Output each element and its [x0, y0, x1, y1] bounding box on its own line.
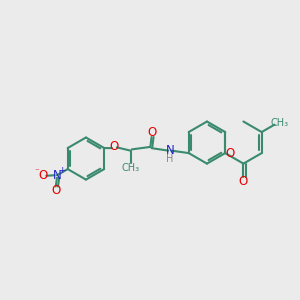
- Text: H: H: [167, 154, 174, 164]
- Text: ⁻: ⁻: [34, 167, 39, 176]
- Text: N: N: [52, 169, 62, 182]
- Text: O: O: [38, 169, 47, 182]
- Text: O: O: [239, 175, 248, 188]
- Text: CH₃: CH₃: [122, 163, 140, 173]
- Text: O: O: [110, 140, 119, 153]
- Text: O: O: [51, 184, 60, 196]
- Text: O: O: [147, 126, 156, 139]
- Text: +: +: [58, 166, 66, 175]
- Text: CH₃: CH₃: [271, 118, 289, 128]
- Text: O: O: [225, 147, 234, 160]
- Text: N: N: [166, 144, 175, 157]
